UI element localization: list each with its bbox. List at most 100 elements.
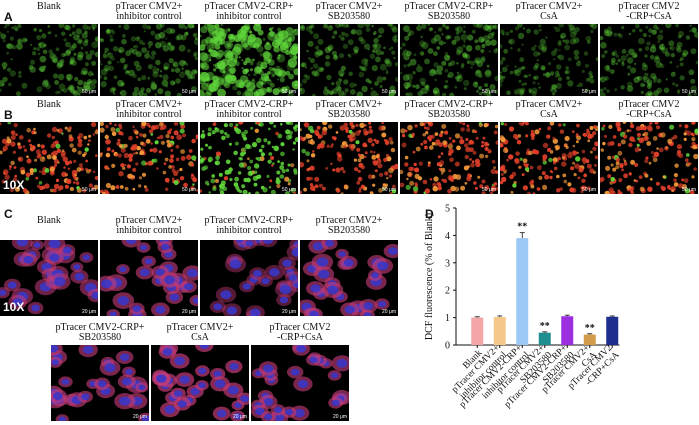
scale-bar-label: 50 μm xyxy=(582,187,596,193)
micrograph-c-6: 20 μm xyxy=(251,345,349,421)
scale-bar-label: 50 μm xyxy=(682,187,696,193)
micrograph-b-2: 50 μm xyxy=(200,122,298,194)
micrograph-b-1: 50 μm xyxy=(100,122,198,194)
bar-3 xyxy=(538,332,551,345)
caption-line-1: pTracer CMV2+ xyxy=(515,99,583,110)
caption-line-1: pTracer CMV2+ xyxy=(115,99,183,110)
caption-line-1: pTracer CMV2-CRP+ xyxy=(204,1,294,12)
caption-line-1: pTracer CMV2-CRP+ xyxy=(204,215,294,226)
caption-line-2: CsA xyxy=(191,332,209,343)
significance-2: ** xyxy=(517,222,527,233)
panel-c-caption-1: pTracer CMV2+ inhibitor control xyxy=(100,216,198,236)
scale-bar-label: 50 μm xyxy=(182,187,196,193)
caption-line-2: SB203580 xyxy=(327,109,371,120)
micrograph-a-5: 50 μm xyxy=(500,24,598,96)
scale-bar-label: 50 μm xyxy=(82,89,96,95)
panel-b-caption-1: pTracer CMV2+ inhibitor control xyxy=(100,100,198,120)
panel-a-caption-2: pTracer CMV2-CRP+ inhibitor control xyxy=(200,2,298,22)
panel-label-b: B xyxy=(4,108,13,122)
scale-bar-label: 50 μm xyxy=(282,89,296,95)
caption-line-1: pTracer CMV2 xyxy=(618,99,680,110)
caption-line-1: pTracer CMV2+ xyxy=(315,99,383,110)
caption-line-2: SB203580 xyxy=(78,332,122,343)
micrograph-c-0: 20 μm 10X xyxy=(0,240,98,316)
scale-bar-label: 20 μm xyxy=(182,309,196,315)
caption-line-2: -CRP+CsA xyxy=(277,332,323,343)
micrograph-b-3: 50 μm xyxy=(300,122,398,194)
caption-line-1: pTracer CMV2 xyxy=(618,1,680,12)
x-tick-label-6: pTracer CMV2-CRP+CsA xyxy=(566,343,621,398)
bar-6 xyxy=(606,316,619,345)
caption-line-1: pTracer CMV2-CRP+ xyxy=(404,1,494,12)
micrograph-a-3: 50 μm xyxy=(300,24,398,96)
scale-bar-label: 50 μm xyxy=(282,187,296,193)
scale-bar-label: 20 μm xyxy=(333,414,347,420)
micrograph-c-3: 20 μm xyxy=(300,240,398,316)
micrograph-a-0: 50 μm xyxy=(0,24,98,96)
bar-5 xyxy=(583,334,596,345)
caption-line-1: Blank xyxy=(37,1,61,12)
caption-line-2: inhibitor control xyxy=(216,11,282,22)
micrograph-c-1: 20 μm xyxy=(100,240,198,316)
micrograph-a-6: 50 μm xyxy=(600,24,698,96)
panel-a-caption-5: pTracer CMV2+ CsA xyxy=(500,2,598,22)
micrograph-b-0: 50 μm 10X xyxy=(0,122,98,194)
caption-line-1: pTracer CMV2-CRP+ xyxy=(55,322,145,333)
micrograph-a-4: 50 μm xyxy=(400,24,498,96)
panel-b-caption-6: pTracer CMV2 -CRP+CsA xyxy=(600,100,698,120)
scale-bar-label: 50 μm xyxy=(82,187,96,193)
magnification-label: 10X xyxy=(3,300,25,314)
scale-bar-label: 50 μm xyxy=(682,89,696,95)
scale-bar-label: 50 μm xyxy=(382,187,396,193)
panel-a-caption-3: pTracer CMV2+ SB203580 xyxy=(300,2,398,22)
micrograph-c-4: 20 μm xyxy=(51,345,149,421)
caption-line-2: -CRP+CsA xyxy=(626,11,672,22)
caption-line-2: inhibitor control xyxy=(116,225,182,236)
scale-bar-label: 50 μm xyxy=(482,187,496,193)
y-tick-label: 1 xyxy=(445,313,450,324)
panel-a-caption-1: pTracer CMV2+ inhibitor control xyxy=(100,2,198,22)
panel-c-caption-3: pTracer CMV2+ SB203580 xyxy=(300,216,398,236)
scale-bar-label: 20 μm xyxy=(133,414,147,420)
panel-c-caption-6: pTracer CMV2 -CRP+CsA xyxy=(251,323,349,343)
caption-line-2: inhibitor control xyxy=(216,109,282,120)
panel-c-caption-5: pTracer CMV2+ CsA xyxy=(151,323,249,343)
bar-0 xyxy=(471,317,484,345)
caption-line-1: pTracer CMV2+ xyxy=(315,215,383,226)
panel-b-caption-0: Blank xyxy=(0,100,98,110)
caption-line-1: pTracer CMV2-CRP+ xyxy=(204,99,294,110)
caption-line-2: inhibitor control xyxy=(116,109,182,120)
panel-a-caption-6: pTracer CMV2 -CRP+CsA xyxy=(600,2,698,22)
scale-bar-label: 50 μm xyxy=(182,89,196,95)
panel-b-caption-4: pTracer CMV2-CRP+ SB203580 xyxy=(400,100,498,120)
caption-line-1: pTracer CMV2 xyxy=(269,322,331,333)
micrograph-b-4: 50 μm xyxy=(400,122,498,194)
significance-5: ** xyxy=(585,323,595,334)
panel-a-caption-4: pTracer CMV2-CRP+ SB203580 xyxy=(400,2,498,22)
bar-4 xyxy=(561,316,574,345)
micrograph-a-2: 50 μm xyxy=(200,24,298,96)
y-tick-label: 0 xyxy=(445,341,450,352)
panel-b-caption-2: pTracer CMV2-CRP+ inhibitor control xyxy=(200,100,298,120)
scale-bar-label: 50 μm xyxy=(582,89,596,95)
caption-line-2: SB203580 xyxy=(427,11,471,22)
scale-bar-label: 20 μm xyxy=(382,309,396,315)
caption-line-2: -CRP+CsA xyxy=(626,109,672,120)
panel-b-caption-5: pTracer CMV2+ CsA xyxy=(500,100,598,120)
scale-bar-label: 50 μm xyxy=(482,89,496,95)
micrograph-c-2: 20 μm xyxy=(200,240,298,316)
magnification-label: 10X xyxy=(3,178,25,192)
caption-line-2: CsA xyxy=(540,11,558,22)
bar-1 xyxy=(493,317,506,345)
micrograph-b-6: 50 μm xyxy=(600,122,698,194)
caption-line-2: SB203580 xyxy=(327,11,371,22)
micrograph-c-5: 20 μm xyxy=(151,345,249,421)
caption-line-2: SB203580 xyxy=(327,225,371,236)
caption-line-1: pTracer CMV2+ xyxy=(315,1,383,12)
panel-label-d: D xyxy=(425,207,434,221)
y-tick-label: 2 xyxy=(445,286,450,297)
y-tick-label: 5 xyxy=(445,204,450,215)
scale-bar-label: 20 μm xyxy=(233,414,247,420)
panel-label-a: A xyxy=(4,10,13,24)
